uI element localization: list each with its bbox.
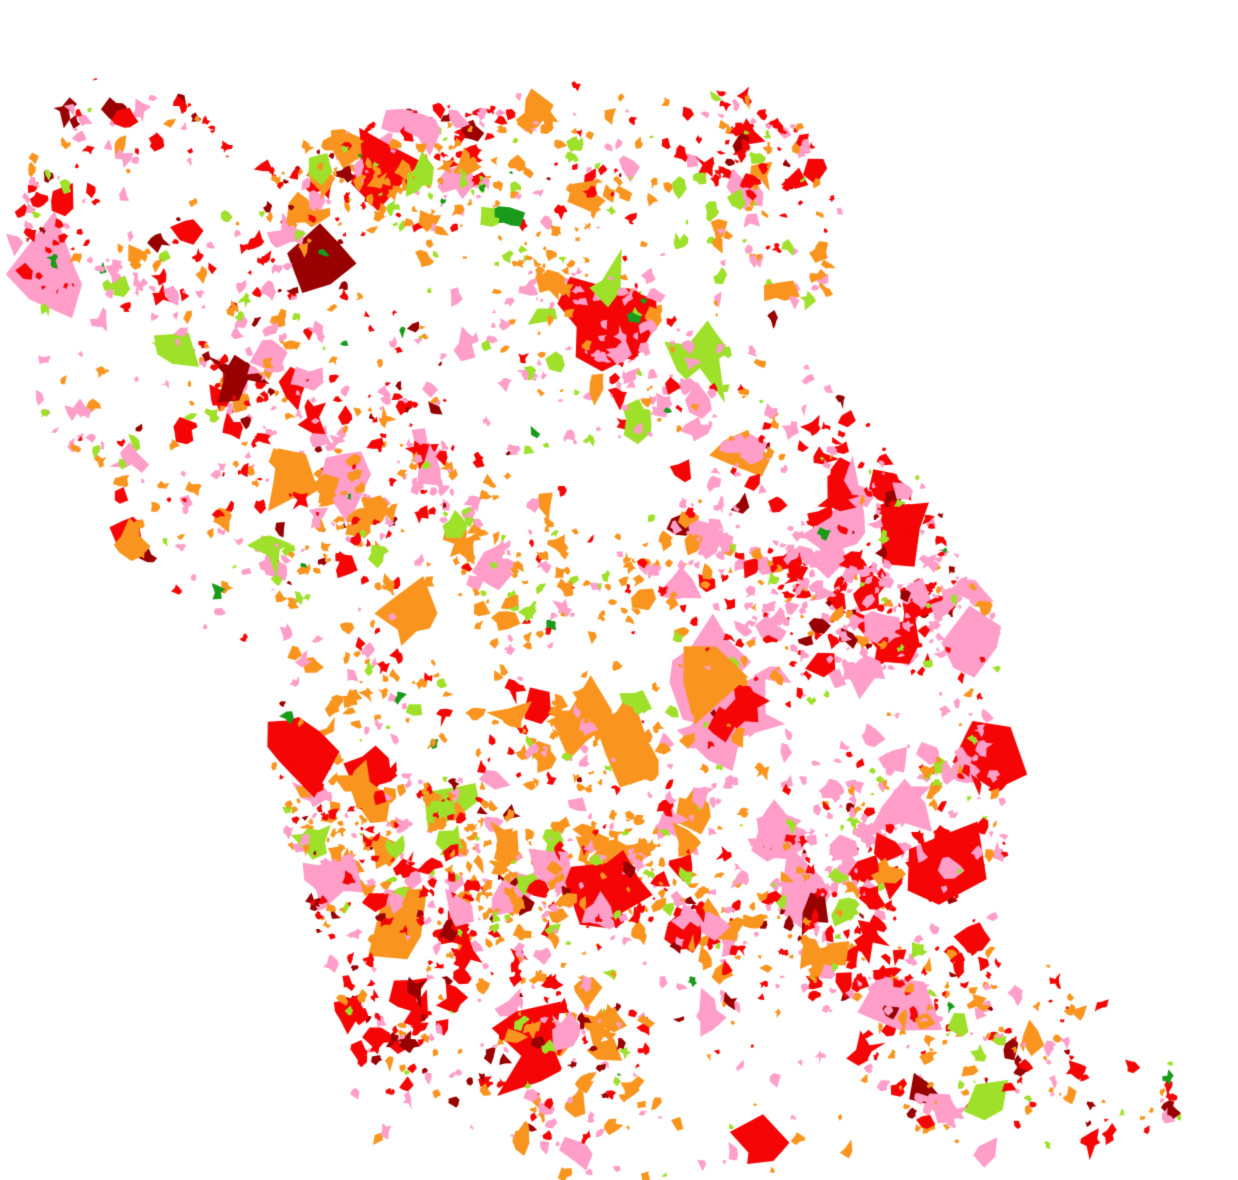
choropleth-map-canvas[interactable] [0, 0, 1238, 1180]
thematic-map-container: false [0, 0, 1238, 1180]
